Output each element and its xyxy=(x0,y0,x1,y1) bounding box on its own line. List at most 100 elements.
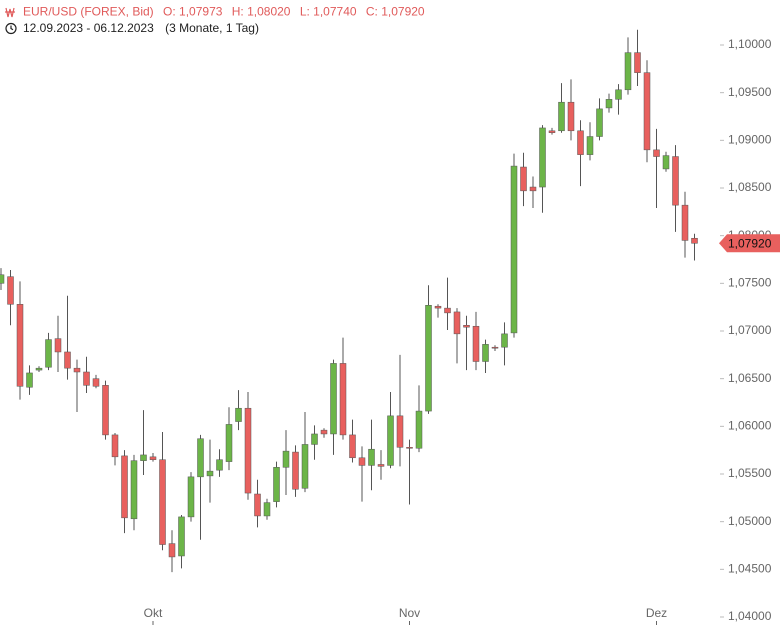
candle-body xyxy=(387,415,394,466)
candle-body xyxy=(567,101,575,132)
candle-body xyxy=(339,363,347,436)
ohlc-label: O: 1,07973 xyxy=(163,5,223,19)
candle-body xyxy=(301,444,309,489)
candle-body xyxy=(501,333,508,348)
candle-body xyxy=(102,385,109,436)
candle-body xyxy=(263,502,271,517)
y-tick-label: 1,05500 xyxy=(728,466,772,480)
candle-body xyxy=(225,424,233,462)
y-tick-label: 1,06500 xyxy=(728,371,772,385)
candle-body xyxy=(254,493,261,517)
candle-body xyxy=(596,108,603,137)
candle-body xyxy=(235,407,242,422)
candle-body xyxy=(168,543,176,558)
candle-body xyxy=(624,52,632,91)
price-tag xyxy=(719,234,780,253)
candle-body xyxy=(672,156,679,206)
candle-body xyxy=(453,311,461,335)
candle-body xyxy=(121,455,128,519)
candle-body xyxy=(643,72,651,151)
candle-body xyxy=(472,325,480,362)
candle-body xyxy=(83,371,90,386)
candle-body xyxy=(111,434,119,458)
x-tick-label: Nov xyxy=(399,606,420,620)
ohlc-label: H: 1,08020 xyxy=(232,5,291,19)
candle-body xyxy=(216,459,223,471)
candle-body xyxy=(54,338,62,353)
candle-body xyxy=(45,339,52,368)
x-tick-label: Dez xyxy=(646,606,667,620)
candle-body xyxy=(26,372,33,388)
candle-body xyxy=(187,476,195,518)
candle-body xyxy=(586,136,594,155)
candle-body xyxy=(349,434,356,459)
candle-body xyxy=(140,454,147,461)
candle-body xyxy=(510,165,518,334)
candle-body xyxy=(548,130,556,133)
candle-body xyxy=(320,429,328,435)
candle-body xyxy=(311,433,318,445)
candle-body xyxy=(577,130,584,155)
candle-body xyxy=(691,237,698,244)
candle-body xyxy=(178,516,185,557)
candle-body xyxy=(0,274,5,284)
y-tick-label: 1,04500 xyxy=(728,561,772,575)
candle-body xyxy=(358,457,366,466)
candle-body xyxy=(615,89,622,100)
candle-body xyxy=(444,307,451,314)
chart-subheader: 12.09.2023 - 06.12.2023 (3 Monate, 1 Tag… xyxy=(23,21,259,35)
candle-body xyxy=(558,101,565,132)
candle-body xyxy=(415,410,423,449)
candle-body xyxy=(7,276,14,305)
candle-body xyxy=(64,351,71,369)
chart-icon xyxy=(5,7,15,18)
y-tick-label: 1,07000 xyxy=(728,323,772,337)
candle-body xyxy=(92,378,100,387)
candle-body xyxy=(377,464,385,467)
candle-body xyxy=(130,460,138,520)
candle-body xyxy=(634,52,641,73)
chart-title: EUR/USD (FOREX, Bid) xyxy=(23,5,154,19)
candle-body xyxy=(425,305,432,412)
y-tick-label: 1,08500 xyxy=(728,180,772,194)
candle-body xyxy=(662,155,670,170)
x-tick-label: Okt xyxy=(144,606,163,620)
candle-body xyxy=(206,470,214,477)
candle-body xyxy=(491,346,499,349)
candle-body xyxy=(273,467,280,502)
candle-body xyxy=(244,407,252,494)
date-range: 12.09.2023 - 06.12.2023 xyxy=(23,21,154,35)
y-tick-label: 1,10000 xyxy=(728,37,772,51)
candle-body xyxy=(406,447,413,449)
candle-body xyxy=(539,127,546,188)
y-tick-label: 1,05000 xyxy=(728,514,772,528)
candle-body xyxy=(73,367,81,373)
candle-body xyxy=(434,305,442,309)
y-tick-label: 1,09500 xyxy=(728,85,772,99)
ohlc-label: L: 1,07740 xyxy=(300,5,357,19)
candle-body xyxy=(681,204,689,241)
period: (3 Monate, 1 Tag) xyxy=(165,21,259,35)
candle-body xyxy=(368,448,375,466)
y-tick-label: 1,04000 xyxy=(728,609,772,623)
candle-body xyxy=(396,415,404,448)
candle-body xyxy=(463,325,470,328)
candle-body xyxy=(282,450,290,468)
ohlc-label: C: 1,07920 xyxy=(366,5,425,19)
candle-body xyxy=(16,304,24,387)
candle-body xyxy=(653,149,660,157)
price-tag-label: 1,07920 xyxy=(728,236,772,250)
candles xyxy=(0,29,698,573)
candle-body xyxy=(605,99,613,109)
candle-body xyxy=(520,166,527,192)
candle-body xyxy=(159,459,166,545)
candle-body xyxy=(482,344,489,362)
candle-body xyxy=(149,456,157,460)
candle-body xyxy=(529,186,537,192)
clock-icon xyxy=(5,22,17,35)
candle-body xyxy=(330,363,337,435)
candle-body xyxy=(292,451,299,490)
y-tick-label: 1,06000 xyxy=(728,418,772,432)
